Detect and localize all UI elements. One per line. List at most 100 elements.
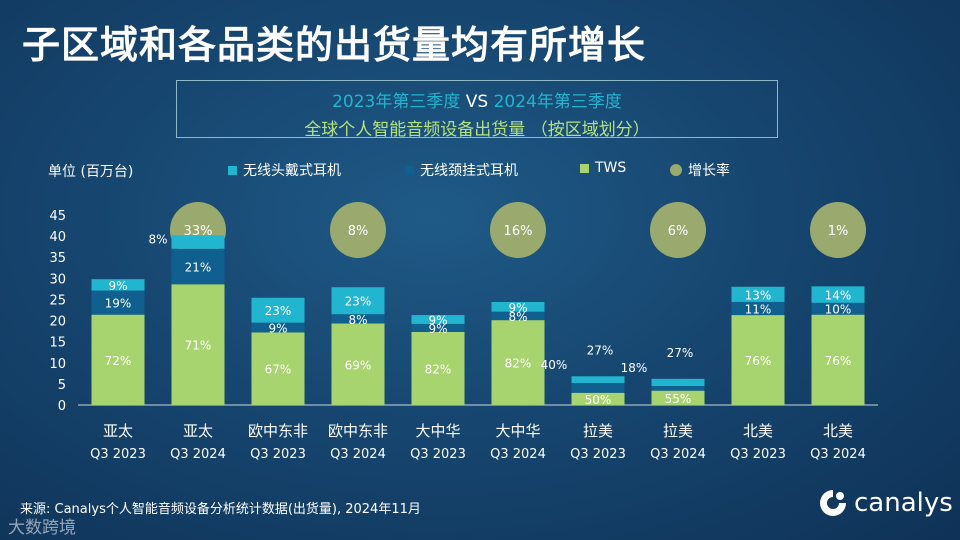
bar-value-label: 9% (268, 322, 287, 336)
x-period-label: Q3 2024 (170, 447, 226, 462)
bar-segment (731, 301, 785, 316)
watermark: 大数跨境 (8, 518, 76, 538)
bar-value-label: 76% (825, 354, 852, 368)
x-period-label: Q3 2023 (570, 447, 626, 462)
bar-value-label: 9% (108, 279, 127, 293)
bar-value-label: 67% (265, 363, 292, 377)
bar-value-label: 13% (745, 288, 772, 302)
canalys-logo-icon (820, 490, 846, 516)
subtitle-period-a: 2023年第三季度 (332, 92, 461, 112)
bar-segment (731, 286, 785, 302)
bar-value-label: 9% (428, 314, 447, 328)
bar-value-label: 50% (585, 393, 612, 407)
bar-segment (731, 315, 785, 405)
y-tick-label: 20 (49, 315, 66, 330)
bar-value-label: 72% (105, 354, 132, 368)
subtitle-line2: 全球个人智能音频设备出货量 （按区域划分） (304, 120, 650, 140)
bar-value-label: 55% (665, 392, 692, 406)
growth-rate-bubble (330, 202, 386, 258)
y-tick-label: 10 (49, 357, 66, 372)
bar-segment (491, 311, 545, 321)
legend-swatch (580, 163, 589, 173)
bar-segment (811, 302, 865, 315)
bar-segment (251, 297, 305, 323)
x-category-label: 北美 (823, 422, 853, 440)
y-tick-label: 30 (49, 272, 66, 287)
bar-segment (331, 323, 385, 405)
y-tick-label: 0 (58, 399, 66, 414)
bar-segment (571, 383, 625, 393)
legend-label: 无线头戴式耳机 (243, 163, 341, 179)
bar-segment (91, 279, 145, 291)
x-category-label: 欧中东非 (248, 422, 308, 440)
bar-segment (651, 386, 705, 391)
x-category-label: 拉美 (583, 422, 613, 440)
y-tick-label: 40 (49, 230, 66, 245)
growth-rate-label: 33% (184, 224, 213, 239)
x-category-label: 亚太 (183, 422, 213, 440)
bar-value-label: 19% (105, 297, 132, 311)
source-note: 来源: Canalys个人智能音频设备分析统计数据(出货量), 2024年11月 (20, 502, 421, 517)
legend-dot (670, 164, 682, 176)
page-title: 子区域和各品类的出货量均有所增长 (22, 23, 647, 67)
legend-label: TWS (595, 160, 627, 176)
bar-segment (411, 315, 465, 324)
bar-segment (331, 287, 385, 315)
growth-rate-label: 6% (668, 224, 689, 239)
bar-value-label: 27% (667, 346, 694, 360)
bar-value-label: 14% (825, 289, 852, 303)
x-category-label: 大中华 (415, 422, 460, 440)
legend: 无线头戴式耳机 无线颈挂式耳机 TWS 增长率 (0, 160, 960, 180)
bar-value-label: 18% (621, 361, 648, 375)
bar-value-label: 21% (185, 261, 212, 275)
legend-label: 无线颈挂式耳机 (420, 163, 518, 179)
legend-item-headphones: 无线头戴式耳机 (228, 160, 341, 180)
growth-rate-bubble (810, 202, 866, 258)
bar-value-label: 9% (428, 322, 447, 336)
bar-value-label: 82% (505, 357, 532, 371)
bar-value-label: 69% (345, 358, 372, 372)
bar-value-label: 82% (425, 362, 452, 376)
x-category-label: 亚太 (103, 422, 133, 440)
legend-item-tws: TWS (580, 160, 626, 176)
bar-segment (811, 314, 865, 405)
y-tick-label: 5 (58, 378, 66, 393)
bar-segment (251, 332, 305, 405)
bar-value-label: 8% (148, 232, 167, 246)
y-tick-label: 25 (49, 293, 66, 308)
x-category-label: 北美 (743, 422, 773, 440)
bar-value-label: 8% (508, 310, 527, 324)
x-category-label: 大中华 (495, 422, 540, 440)
bar-segment (171, 248, 225, 285)
bar-segment (571, 392, 625, 405)
legend-item-growth: 增长率 (670, 160, 730, 180)
growth-rate-label: 16% (504, 224, 533, 239)
bar-segment (331, 314, 385, 324)
bar-segment (171, 235, 225, 249)
y-tick-label: 35 (49, 251, 66, 266)
legend-swatch (405, 165, 414, 175)
bar-segment (171, 284, 225, 405)
bar-segment (411, 331, 465, 405)
subtitle-period-b: 2024年第三季度 (493, 92, 622, 112)
bar-segment (811, 286, 865, 303)
y-tick-label: 15 (49, 336, 66, 351)
bar-segment (91, 314, 145, 405)
legend-swatch (228, 165, 237, 175)
bar-segment (571, 376, 625, 384)
x-period-label: Q3 2023 (250, 447, 306, 462)
bar-segment (491, 301, 545, 312)
x-period-label: Q3 2023 (90, 447, 146, 462)
bar-value-label: 11% (745, 303, 772, 317)
bar-segment (651, 390, 705, 405)
bar-value-label: 71% (185, 339, 212, 353)
bar-segment (491, 320, 545, 405)
legend-label: 增长率 (688, 163, 730, 179)
canalys-logo: canalys (818, 488, 953, 518)
subtitle-line1: 2023年第三季度 VS 2024年第三季度 (177, 87, 777, 112)
growth-rate-bubble (650, 202, 706, 258)
unit-label: 单位 (百万台) (48, 164, 134, 180)
subtitle-vs: VS (465, 92, 489, 112)
growth-rate-label: 8% (348, 224, 369, 239)
